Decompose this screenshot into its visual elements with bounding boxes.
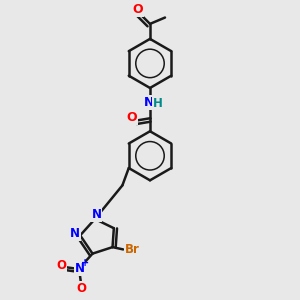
Text: N: N [74, 262, 85, 275]
Text: O: O [56, 259, 66, 272]
Text: N: N [70, 227, 80, 240]
Text: Br: Br [125, 243, 140, 256]
Text: N: N [144, 96, 154, 109]
Text: O: O [132, 3, 143, 16]
Text: +: + [81, 258, 89, 268]
Text: N: N [92, 208, 101, 220]
Text: H: H [153, 97, 162, 110]
Text: O: O [76, 282, 86, 295]
Text: O: O [127, 111, 137, 124]
